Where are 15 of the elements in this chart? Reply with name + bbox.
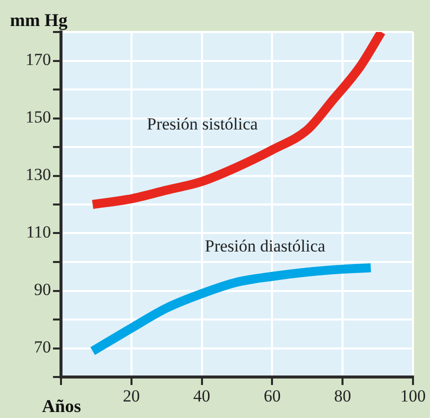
y-tick-label: 150 [26, 108, 51, 127]
y-axis-title: mm Hg [10, 10, 68, 30]
x-tick-label: 60 [264, 386, 281, 406]
x-tick-label: 100 [400, 386, 426, 406]
x-tick-label: 80 [334, 386, 352, 406]
x-axis-title: Años [42, 396, 82, 416]
x-tick-label: 40 [193, 386, 210, 406]
y-tick-label: 90 [34, 280, 51, 300]
x-tick-label: 20 [122, 386, 140, 406]
y-tick-label: 70 [34, 338, 51, 357]
y-tick-label: 170 [26, 50, 51, 70]
series-label: Presión sistólica [146, 114, 258, 134]
y-tick-label: 110 [26, 222, 51, 242]
series-label: Presión diastólica [204, 236, 326, 256]
y-tick-label: 130 [26, 165, 51, 184]
